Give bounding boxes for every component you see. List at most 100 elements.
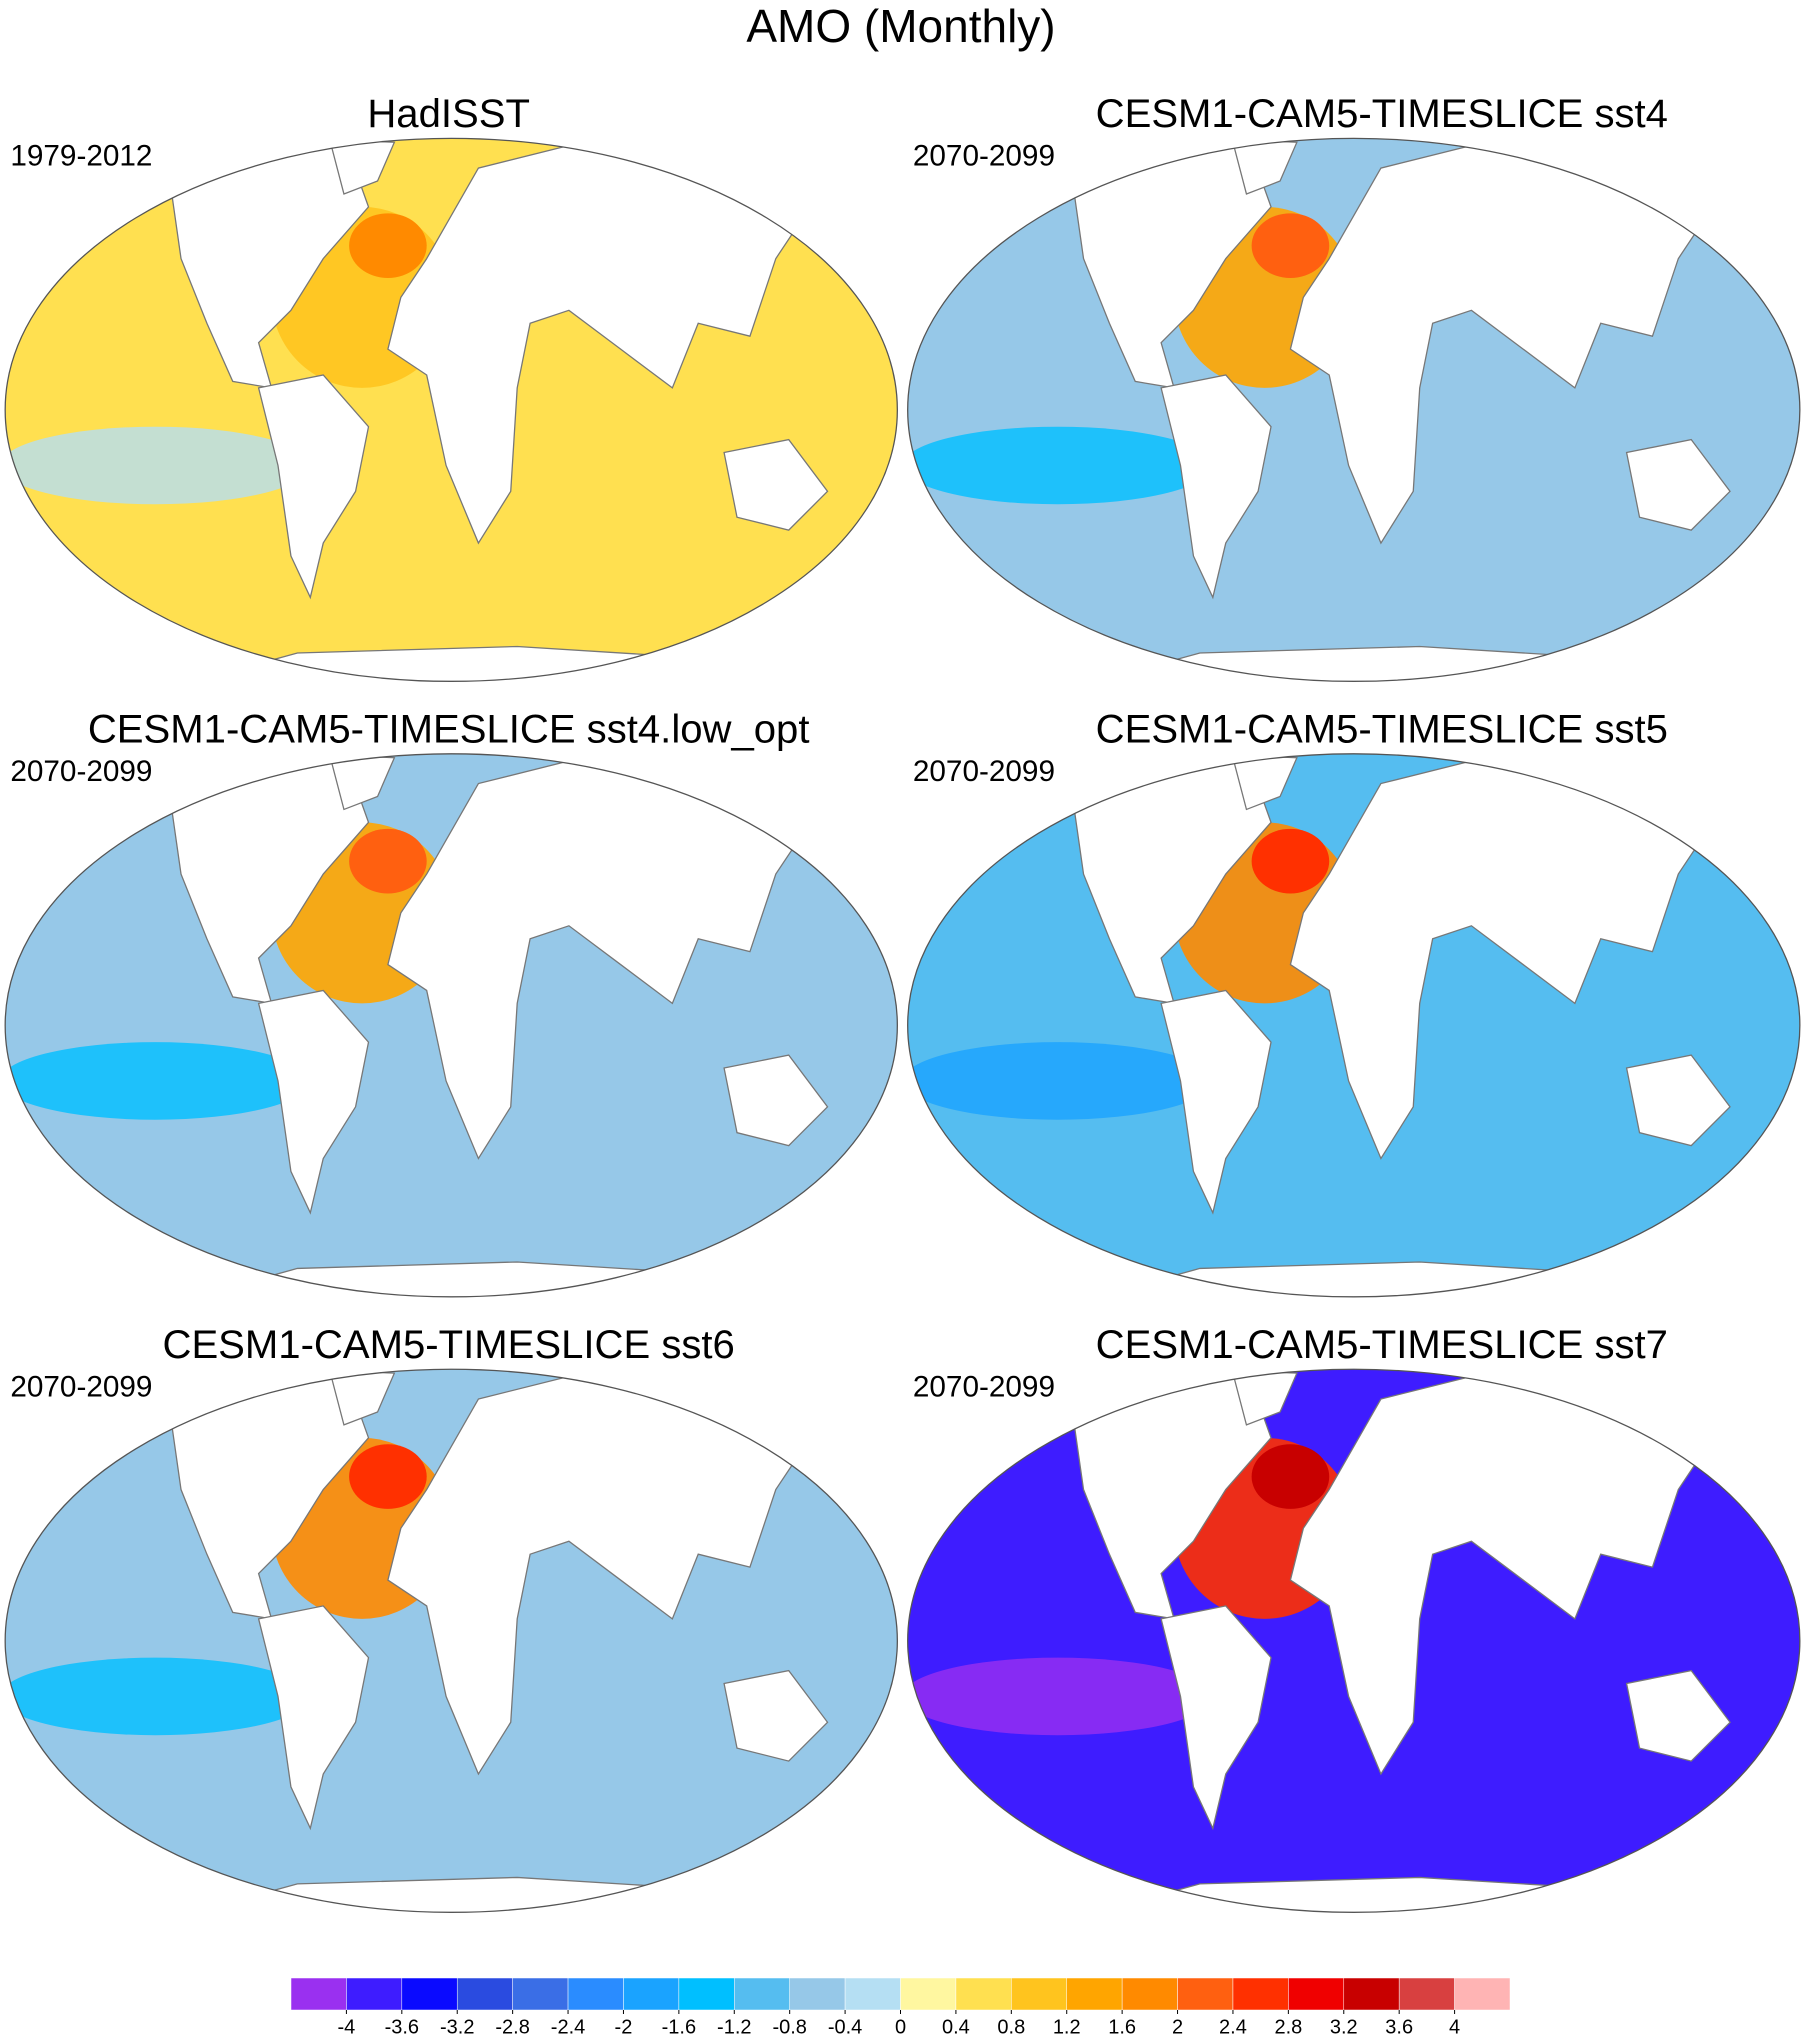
land [257, 989, 370, 1215]
colorbar-box [1343, 1977, 1400, 2011]
tick-label: -0.8 [772, 2016, 806, 2036]
figure-title: AMO (Monthly) [746, 0, 1055, 52]
tick-label: 3.6 [1385, 2016, 1413, 2036]
anomaly-region [1251, 213, 1330, 278]
anomaly-region [349, 828, 427, 894]
map [5, 753, 898, 1297]
land [1160, 374, 1272, 600]
panel-period: 2070-2099 [913, 140, 1055, 173]
tick-label: 4 [1449, 2016, 1460, 2036]
anomaly-region [907, 1042, 1213, 1120]
anomaly-region [5, 426, 311, 505]
map-panel: HadISST 1979-2012 [4, 92, 898, 683]
tick-label: -0.4 [828, 2016, 862, 2036]
land [1160, 1605, 1272, 1831]
colorbar-box [512, 1977, 569, 2011]
map-outline [907, 1368, 1801, 1913]
tick-label: -1.2 [717, 2016, 751, 2036]
colorbar-box [789, 1977, 846, 2011]
panel-title: HadISST [367, 92, 530, 136]
colorbar-box [1232, 1977, 1289, 2011]
colorbar-box [678, 1977, 735, 2011]
map [907, 138, 1800, 682]
land [723, 1054, 829, 1147]
land [723, 438, 829, 531]
land [1625, 438, 1731, 531]
colorbar-box [1454, 1977, 1511, 2011]
colorbar-box [1288, 1977, 1345, 2011]
colorbar-box [456, 1977, 513, 2011]
land [257, 1605, 370, 1831]
colorbar-box [346, 1977, 403, 2011]
land [1625, 1054, 1731, 1147]
anomaly-region [349, 213, 427, 278]
colorbar-box [734, 1977, 790, 2011]
map-panel: CESM1-CAM5-TIMESLICE sst4.low_opt 2070-20… [4, 707, 898, 1298]
land [723, 1669, 829, 1762]
panel-title: CESM1-CAM5-TIMESLICE sst7 [1096, 1323, 1668, 1367]
panels: HadISST 1979-2012 CESM1-CAM5-TIMESLICE sst… [4, 92, 1801, 1913]
tick-label: 2.8 [1274, 2016, 1302, 2036]
panel-title: CESM1-CAM5-TIMESLICE sst4.low_opt [88, 707, 810, 751]
land [1625, 1669, 1731, 1762]
anomaly-region [907, 1657, 1213, 1736]
tick-label: -2.8 [495, 2016, 529, 2036]
tick-label: 1.2 [1053, 2016, 1081, 2036]
tick-label: 0 [895, 2016, 906, 2036]
colorbar-box [401, 1977, 458, 2011]
colorbar-box [1177, 1977, 1234, 2011]
tick-label: -2 [615, 2016, 633, 2036]
map-panel: CESM1-CAM5-TIMESLICE sst4 2070-2099 [907, 92, 1801, 683]
colorbar-box [955, 1977, 1012, 2011]
map [907, 753, 1800, 1297]
colorbar-box [1121, 1977, 1178, 2011]
colorbar-box [1398, 1977, 1455, 2011]
colorbar-box [623, 1977, 680, 2011]
anomaly-region [5, 1657, 311, 1736]
colorbar-box [1066, 1977, 1123, 2011]
panel-period: 2070-2099 [10, 1371, 152, 1404]
colorbar-box [1011, 1977, 1067, 2011]
panel-title: CESM1-CAM5-TIMESLICE sst6 [163, 1323, 735, 1367]
colorbar-box [900, 1977, 957, 2011]
panel-period: 2070-2099 [10, 755, 152, 788]
tick-label: 1.6 [1108, 2016, 1136, 2036]
map-outline [907, 753, 1801, 1298]
colorbar-box [290, 1977, 347, 2011]
map-outline [4, 753, 898, 1298]
panel-title: CESM1-CAM5-TIMESLICE sst4 [1096, 92, 1668, 136]
map-panel: CESM1-CAM5-TIMESLICE sst5 2070-2099 [907, 707, 1801, 1298]
anomaly-region [907, 426, 1213, 505]
map [5, 1369, 898, 1913]
map-outline [4, 1368, 898, 1913]
anomaly-region [349, 1444, 427, 1509]
colorbar-box [844, 1977, 901, 2011]
tick-label: -3.6 [385, 2016, 419, 2036]
tick-label: 2.4 [1219, 2016, 1247, 2036]
land [257, 374, 370, 600]
tick-label: -1.6 [662, 2016, 696, 2036]
tick-label: -3.2 [440, 2016, 474, 2036]
tick-label: 0.4 [942, 2016, 970, 2036]
map-outline [907, 137, 1801, 683]
anomaly-region [1251, 1444, 1330, 1509]
colorbar-box [567, 1977, 624, 2011]
map-outline [4, 137, 898, 683]
anomaly-region [5, 1042, 311, 1120]
tick-label: 2 [1172, 2016, 1183, 2036]
land [1160, 989, 1272, 1215]
map [5, 138, 898, 682]
panel-period: 1979-2012 [10, 140, 152, 173]
tick-label: 0.8 [997, 2016, 1025, 2036]
map [907, 1369, 1800, 1913]
map-panel: CESM1-CAM5-TIMESLICE sst6 2070-2099 [4, 1323, 898, 1913]
colorbar: -4 -3.6 -3.2 -2.8 -2.4 -2 -1.6 -1.2 -0.8 -0.4 0 0.4… [290, 1977, 1511, 2036]
tick-label: -4 [338, 2016, 356, 2036]
tick-label: -2.4 [551, 2016, 585, 2036]
tick-label: 3.2 [1330, 2016, 1358, 2036]
panel-title: CESM1-CAM5-TIMESLICE sst5 [1096, 707, 1668, 751]
map-panel: CESM1-CAM5-TIMESLICE sst7 2070-2099 [907, 1323, 1801, 1913]
anomaly-region [1251, 828, 1330, 894]
panel-period: 2070-2099 [913, 1371, 1055, 1404]
